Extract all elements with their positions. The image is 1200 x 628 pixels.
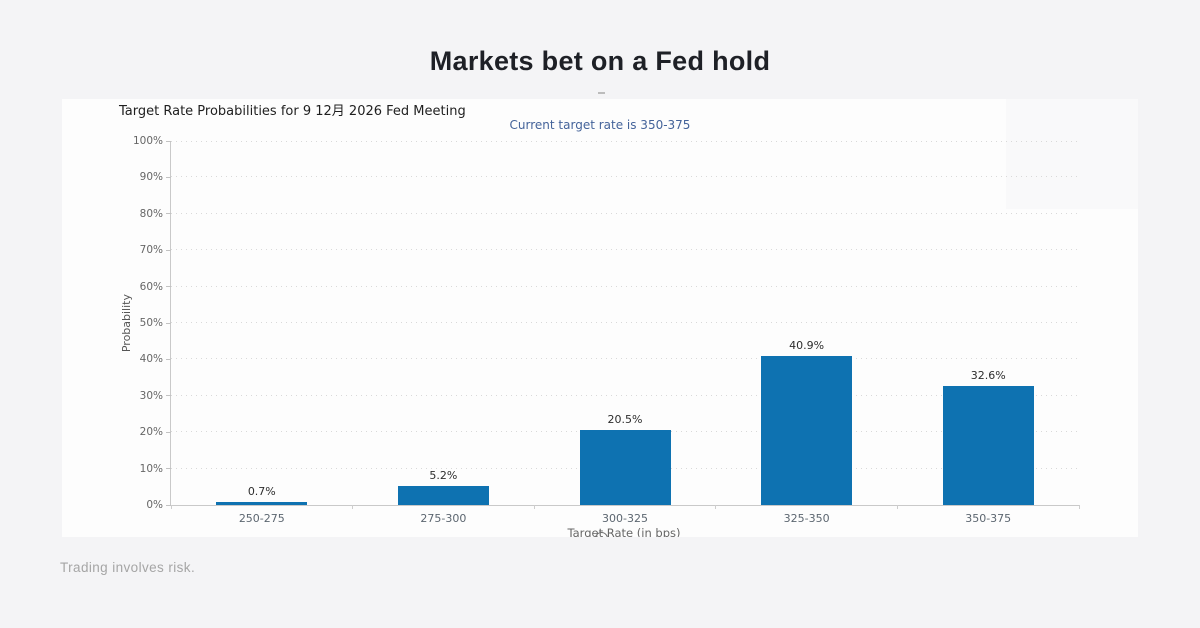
bar-value-label: 5.2% xyxy=(429,469,458,483)
gridline-70 xyxy=(171,249,1079,251)
bar-value-label: 0.7% xyxy=(247,485,276,499)
y-tick-mark xyxy=(166,431,171,433)
y-tick-label: 10% xyxy=(139,462,163,475)
x-tick-mark xyxy=(896,505,898,509)
y-tick-mark xyxy=(166,395,171,397)
y-tick-mark xyxy=(166,504,171,506)
x-axis-title: Target Rate (in bps) xyxy=(567,526,681,537)
y-tick-mark xyxy=(166,176,171,178)
y-tick-label: 80% xyxy=(139,207,163,220)
bar-value-label: 32.6% xyxy=(970,369,1006,383)
gridline-60 xyxy=(171,285,1079,287)
x-tick-label: 250-275 xyxy=(238,512,285,525)
gridline-100 xyxy=(171,141,1079,142)
bar-350-375[interactable] xyxy=(942,386,1034,505)
gridline-90 xyxy=(171,176,1079,178)
y-tick-mark xyxy=(166,249,171,251)
y-tick-mark xyxy=(166,358,171,360)
x-tick-label: 300-325 xyxy=(602,512,648,525)
chart-subtitle: Current target rate is 350-375 xyxy=(509,118,691,132)
y-tick-label: 30% xyxy=(139,389,163,402)
y-tick-label: 0% xyxy=(146,499,163,511)
bar-value-label: 40.9% xyxy=(789,339,825,353)
bar-300-325[interactable] xyxy=(579,430,671,505)
y-tick-mark xyxy=(166,140,171,142)
x-tick-label: 325-350 xyxy=(783,512,830,525)
gridline-40 xyxy=(171,358,1079,360)
chart-panel: Target Rate Probabilities for 9 12月 2026… xyxy=(62,99,1138,537)
bar-value-label: 20.5% xyxy=(607,413,643,427)
y-tick-label: 100% xyxy=(132,135,163,147)
x-tick-label: 275-300 xyxy=(420,512,467,525)
gridline-30 xyxy=(171,394,1079,396)
gridline-50 xyxy=(171,322,1079,323)
y-tick-label: 90% xyxy=(139,171,163,184)
bar-325-350[interactable] xyxy=(761,356,853,505)
y-tick-label: 20% xyxy=(139,426,163,439)
y-tick-label: 40% xyxy=(139,353,163,366)
y-tick-mark xyxy=(166,286,171,288)
disclaimer-text: Trading involves risk. xyxy=(60,560,196,575)
bar-250-275[interactable] xyxy=(216,502,308,505)
plot-area: 0% 10% 20% 30% 40% 50% 60% 70% 80% 90% 100% 0.7% 250… xyxy=(133,135,1080,525)
stray-dash-artifact xyxy=(598,92,605,94)
x-tick-mark xyxy=(170,505,172,509)
x-tick-mark xyxy=(533,505,535,509)
x-tick-mark xyxy=(715,505,717,509)
y-tick-mark xyxy=(166,468,171,470)
bar-275-300[interactable] xyxy=(397,486,489,505)
y-tick-label: 50% xyxy=(139,317,163,329)
chart-title: Target Rate Probabilities for 9 12月 2026… xyxy=(119,104,466,119)
y-tick-label: 60% xyxy=(139,280,163,293)
x-tick-mark xyxy=(1078,505,1080,509)
page-title: Markets bet on a Fed hold xyxy=(429,46,771,76)
gridline-80 xyxy=(171,212,1079,214)
y-tick-mark xyxy=(166,322,171,324)
x-tick-label: 350-375 xyxy=(965,512,1012,525)
x-tick-mark xyxy=(352,505,354,509)
y-tick-mark xyxy=(166,213,171,215)
y-tick-label: 70% xyxy=(139,244,163,257)
